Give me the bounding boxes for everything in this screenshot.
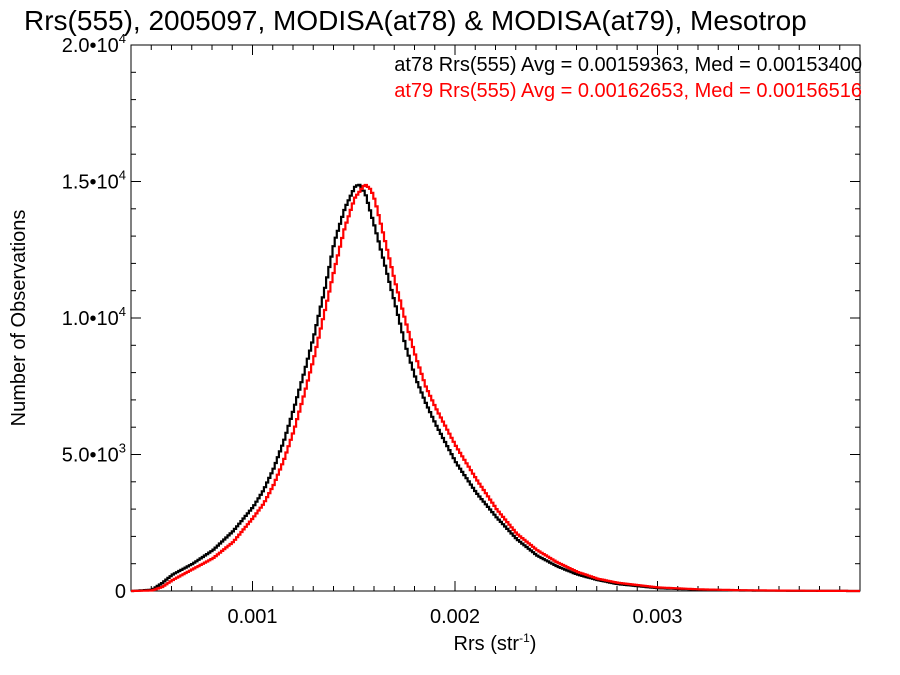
x-axis-ticks: 0.001 0.002 0.003 xyxy=(150,45,861,628)
y-tick-label: 5.0•103 xyxy=(62,441,126,467)
x-tick-label: 0.003 xyxy=(632,606,682,628)
y-axis-label: Number of Observations xyxy=(8,210,30,427)
y-tick-label: 1.0•104 xyxy=(62,304,126,330)
y-axis-ticks: 0 5.0•103 1.0•104 1.5•104 2.0•104 xyxy=(62,31,860,603)
legend-entry-at78: at78 Rrs(555) Avg = 0.00159363, Med = 0.… xyxy=(394,54,862,76)
series-line-at78 xyxy=(131,183,860,593)
series-line-at79 xyxy=(131,183,860,593)
chart-title: Rrs(555), 2005097, MODISA(at78) & MODISA… xyxy=(24,5,807,36)
x-tick-label: 0.001 xyxy=(227,606,277,628)
series-layer xyxy=(131,183,860,593)
y-tick-label: 1.5•104 xyxy=(62,168,126,194)
legend-entry-at79: at79 Rrs(555) Avg = 0.00162653, Med = 0.… xyxy=(394,80,862,102)
x-tick-label: 0.002 xyxy=(430,606,480,628)
x-axis-label-exponent: -1 xyxy=(519,631,530,645)
y-tick-label: 2.0•104 xyxy=(62,31,126,57)
x-axis-label: Rrs (str-1) xyxy=(454,631,537,655)
y-tick-label: 0 xyxy=(115,581,126,603)
